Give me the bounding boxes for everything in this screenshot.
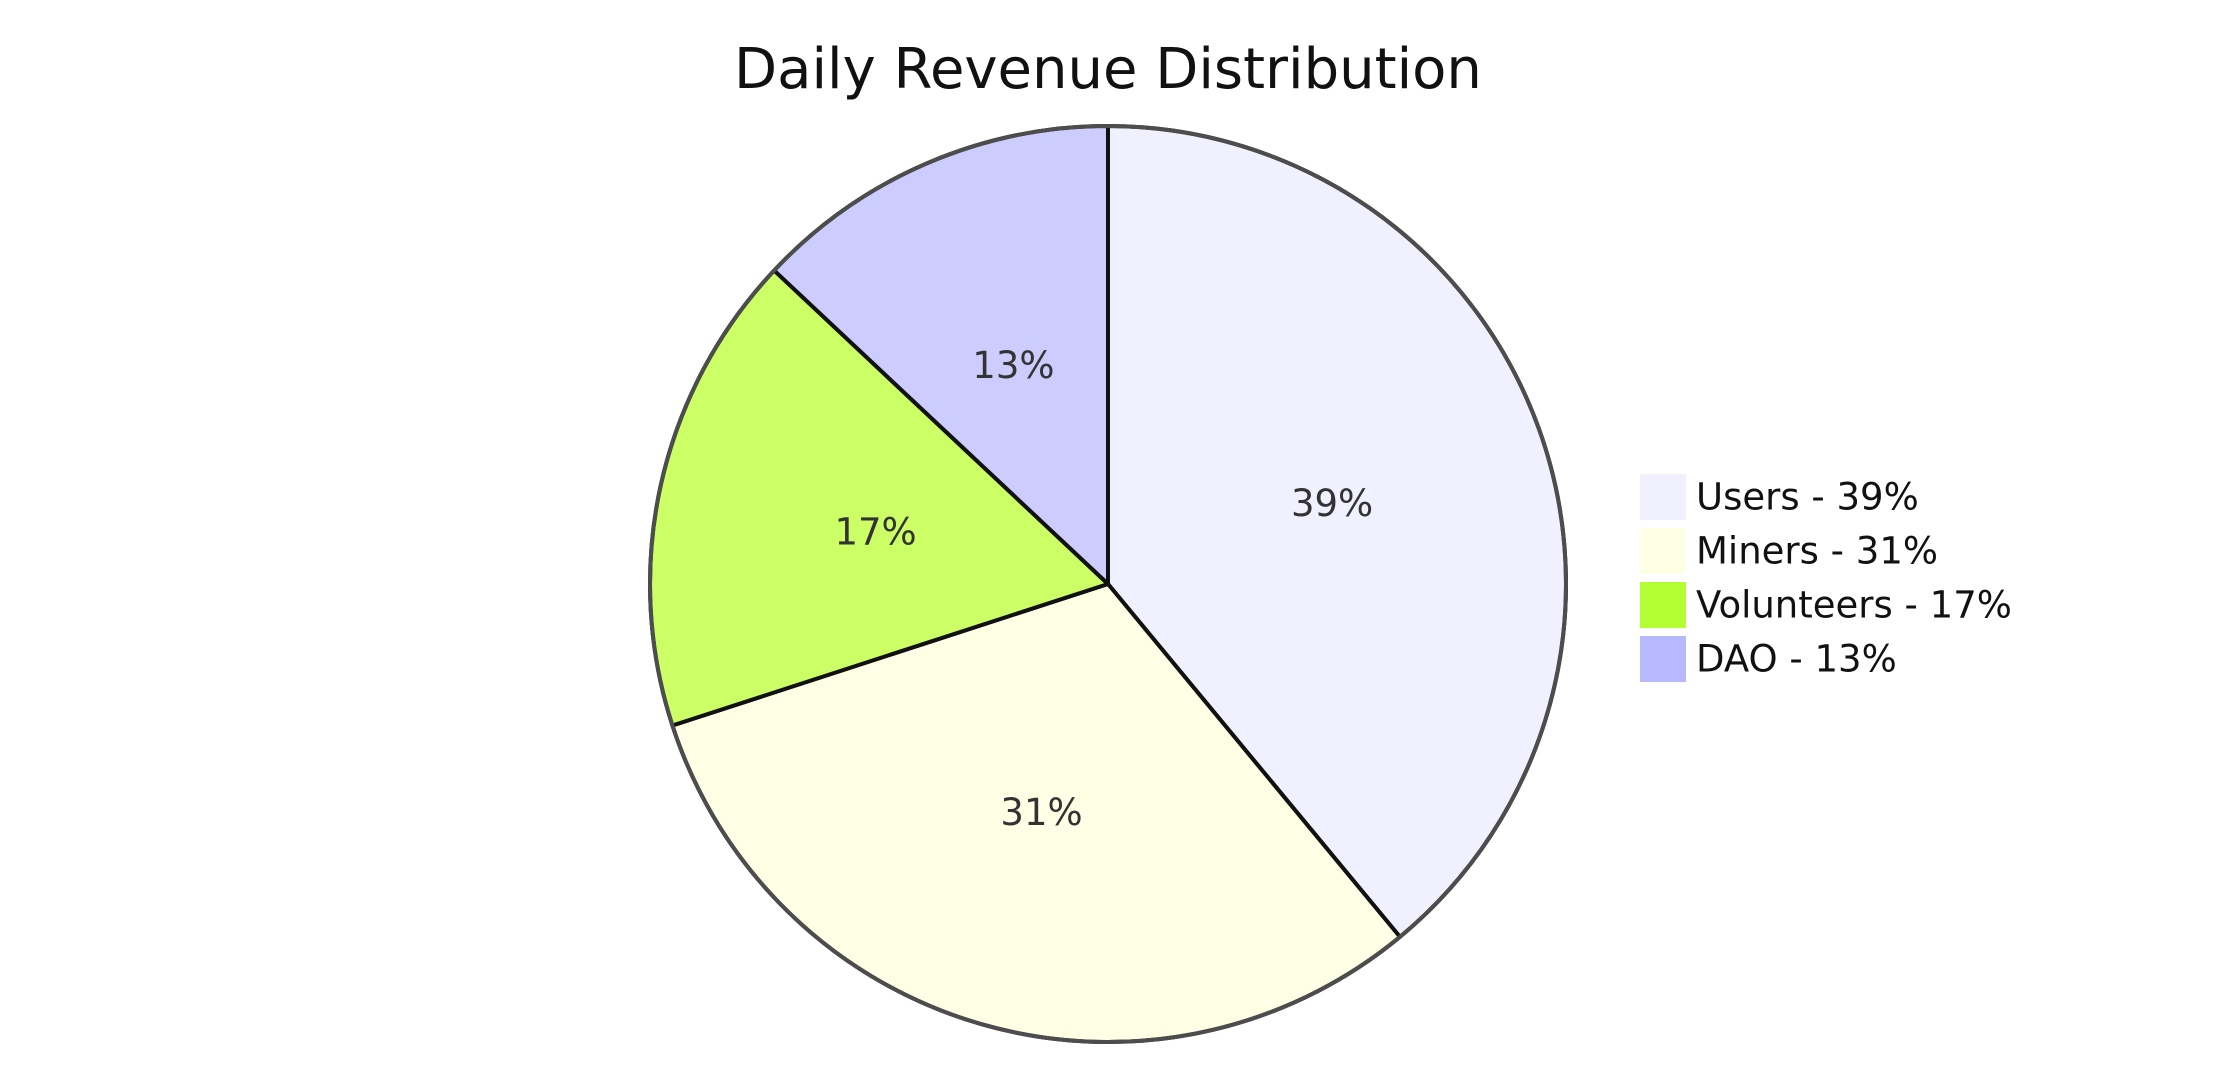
legend-label-miners: Miners - 31% (1696, 530, 1938, 573)
legend-swatch-miners (1640, 528, 1686, 574)
legend: Users - 39% Miners - 31% Volunteers - 17% D… (1640, 474, 2012, 682)
pie-outline (648, 124, 1568, 1044)
slice-label-users: 39% (1291, 482, 1373, 525)
legend-swatch-dao (1640, 636, 1686, 682)
pie-slice-labels: 39% 31% 17% 13% (834, 344, 1373, 834)
legend-label-dao: DAO - 13% (1696, 638, 1897, 681)
legend-label-volunteers: Volunteers - 17% (1696, 584, 2012, 627)
slice-label-volunteers: 17% (834, 511, 916, 554)
slice-label-dao: 13% (972, 344, 1054, 387)
legend-swatch-users (1640, 474, 1686, 520)
legend-label-users: Users - 39% (1696, 476, 1919, 519)
chart-title: Daily Revenue Distribution (734, 37, 1482, 102)
pie-slices (648, 124, 1568, 1044)
slice-label-miners: 31% (1000, 791, 1082, 834)
legend-swatch-volunteers (1640, 582, 1686, 628)
